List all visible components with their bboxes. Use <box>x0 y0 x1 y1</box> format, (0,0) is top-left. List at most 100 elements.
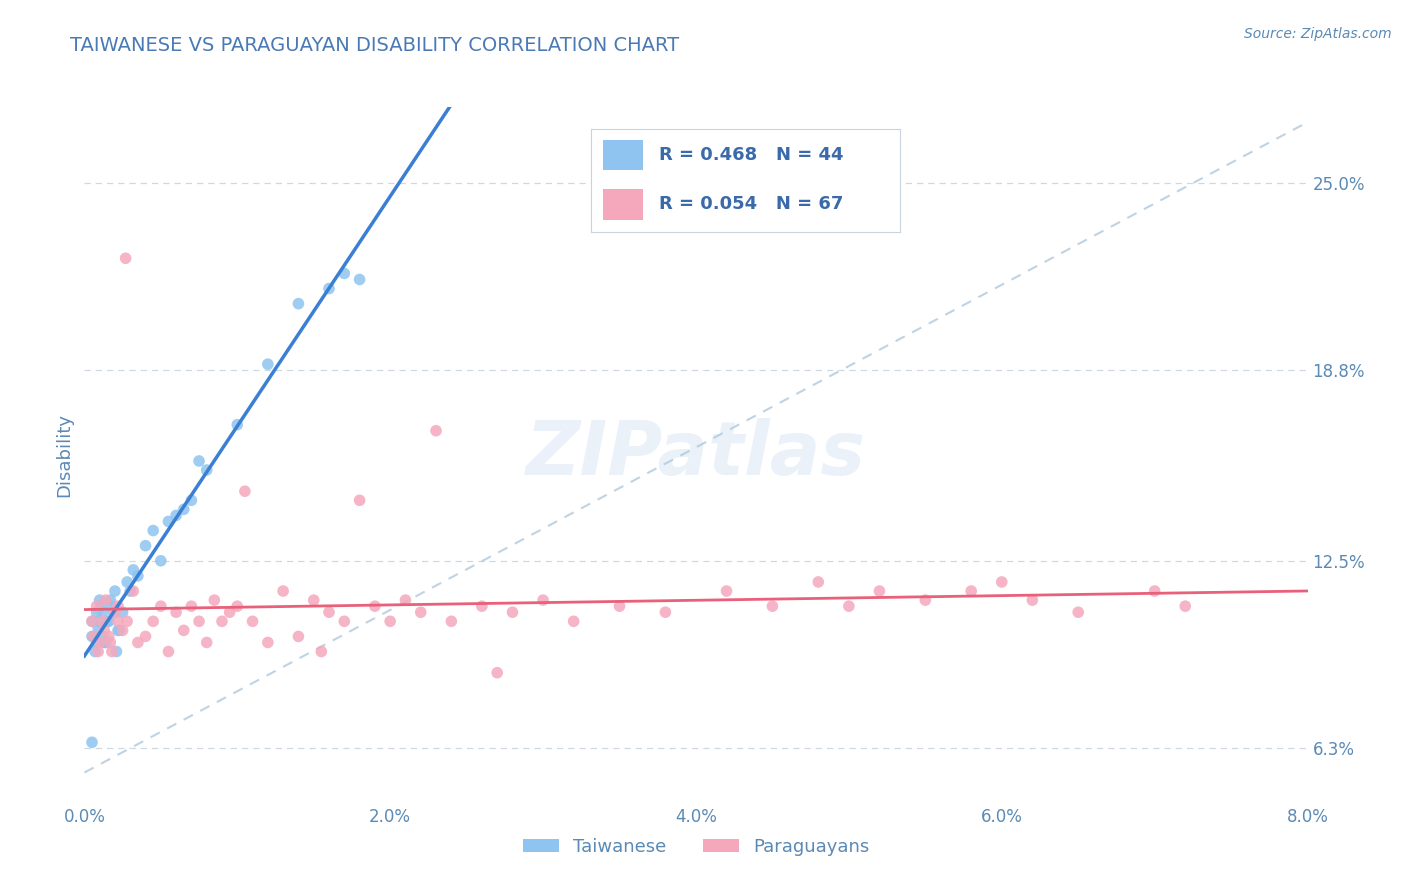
Point <box>173 624 195 638</box>
Point <box>302 593 325 607</box>
Point <box>226 417 249 432</box>
Point <box>115 574 138 589</box>
Point <box>394 593 416 607</box>
Point <box>114 252 136 266</box>
Point <box>104 605 127 619</box>
Point <box>440 615 463 629</box>
Point <box>142 615 165 629</box>
Point <box>157 515 180 529</box>
Point <box>122 563 145 577</box>
Point <box>349 272 371 286</box>
Point <box>89 615 111 629</box>
Point <box>242 615 264 629</box>
Point <box>89 593 111 607</box>
Text: ZIPatlas: ZIPatlas <box>526 418 866 491</box>
Point <box>142 524 165 538</box>
Point <box>91 605 114 619</box>
Text: TAIWANESE VS PARAGUAYAN DISABILITY CORRELATION CHART: TAIWANESE VS PARAGUAYAN DISABILITY CORRE… <box>70 36 679 54</box>
Point <box>486 665 509 680</box>
Point <box>107 615 129 629</box>
Point <box>93 624 115 638</box>
FancyBboxPatch shape <box>603 189 643 219</box>
Point <box>107 624 129 638</box>
Point <box>122 584 145 599</box>
Point <box>173 502 195 516</box>
Point <box>257 357 280 371</box>
Point <box>202 593 225 607</box>
Point <box>103 605 125 619</box>
Point <box>502 605 524 619</box>
Point <box>195 635 218 649</box>
Point <box>218 605 240 619</box>
Point <box>86 605 108 619</box>
Point <box>97 629 120 643</box>
Point <box>318 281 340 295</box>
Point <box>311 644 333 658</box>
Point <box>349 493 371 508</box>
Point <box>180 599 202 614</box>
Point <box>233 484 256 499</box>
Point <box>108 624 131 638</box>
Point <box>98 635 121 649</box>
Point <box>1067 605 1090 619</box>
Point <box>86 635 108 649</box>
Point <box>333 615 356 629</box>
Point <box>838 599 860 614</box>
Point <box>90 599 112 614</box>
Point <box>127 635 149 649</box>
Point <box>1021 593 1043 607</box>
Point <box>188 454 211 468</box>
Point <box>135 539 157 553</box>
Point <box>97 615 120 629</box>
Point <box>318 605 340 619</box>
Point <box>83 629 105 643</box>
Point <box>914 593 936 607</box>
Point <box>716 584 738 599</box>
Point <box>157 644 180 658</box>
Point <box>409 605 432 619</box>
Y-axis label: Disability: Disability <box>55 413 73 497</box>
Point <box>471 599 494 614</box>
Point <box>149 554 172 568</box>
Point <box>83 629 105 643</box>
Point <box>111 605 134 619</box>
Point <box>98 593 121 607</box>
Point <box>94 593 117 607</box>
Point <box>111 624 134 638</box>
Point <box>104 584 127 599</box>
Point <box>991 574 1014 589</box>
Point <box>165 508 187 523</box>
Point <box>135 629 157 643</box>
Point <box>107 599 129 614</box>
Text: R = 0.468   N = 44: R = 0.468 N = 44 <box>658 146 844 164</box>
Point <box>807 574 830 589</box>
Point <box>226 599 249 614</box>
Point <box>87 644 110 658</box>
Point <box>287 629 309 643</box>
Point <box>761 599 783 614</box>
Point <box>80 629 103 643</box>
Point <box>180 493 202 508</box>
Point <box>869 584 891 599</box>
Point <box>91 629 114 643</box>
Point <box>84 644 107 658</box>
Point <box>86 599 108 614</box>
Point <box>531 593 554 607</box>
Point <box>287 296 309 310</box>
Point <box>87 620 110 634</box>
Legend: Taiwanese, Paraguayans: Taiwanese, Paraguayans <box>516 831 876 863</box>
Point <box>271 584 294 599</box>
Point <box>165 605 187 619</box>
Point <box>105 644 128 658</box>
Point <box>80 615 103 629</box>
Point <box>80 735 103 749</box>
Point <box>364 599 387 614</box>
Point <box>609 599 631 614</box>
Text: R = 0.054   N = 67: R = 0.054 N = 67 <box>658 195 844 213</box>
Point <box>120 584 142 599</box>
Point <box>91 615 114 629</box>
Point <box>562 615 585 629</box>
Point <box>80 615 103 629</box>
Point <box>127 569 149 583</box>
Point <box>257 635 280 649</box>
